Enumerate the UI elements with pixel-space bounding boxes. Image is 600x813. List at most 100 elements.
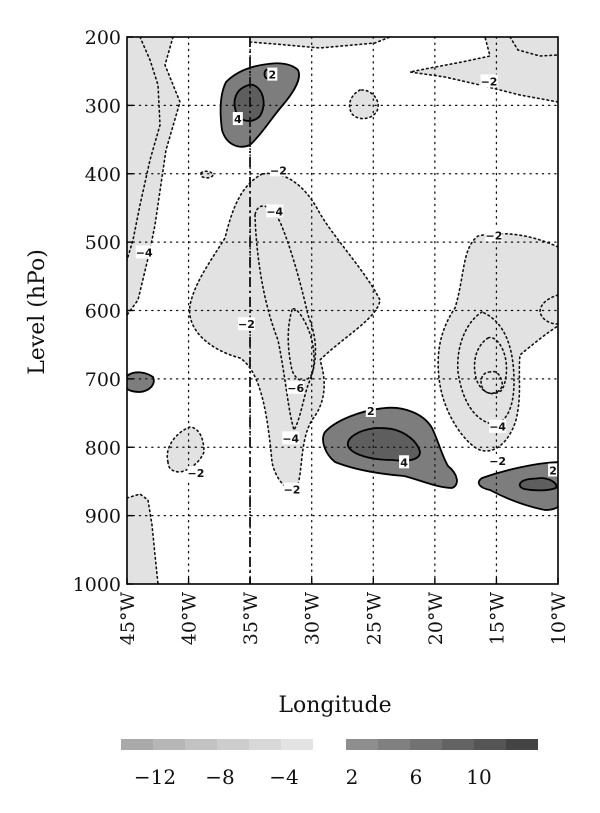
- colorbar-neg-label: −12: [134, 765, 176, 789]
- pos-region-right-core: [519, 478, 557, 491]
- contour-label-bg: [269, 163, 287, 177]
- contour-label: −2: [284, 484, 301, 497]
- pos-contour-lower: [322, 406, 458, 489]
- contour-label-bg: [480, 74, 498, 88]
- contour-label: −4: [136, 246, 153, 259]
- colorbar-pos-swatch: [474, 739, 506, 750]
- neg-contour-top-right: [409, 37, 558, 103]
- neg-region-central-tongue: [189, 173, 380, 490]
- x-axis-title: Longitude: [278, 693, 391, 718]
- contour-labels: 2 4 −2 −2 −4 −4 −2 −2 −6 −4 2 4 −4 −2 −2 −2 2: [135, 67, 559, 497]
- pos-region-lower-core: [347, 428, 420, 461]
- colorbar-pos-swatch: [410, 739, 442, 750]
- neg-contour-left-lower: [166, 426, 205, 473]
- contour-label: −4: [266, 205, 283, 218]
- contour-label-bg: [548, 463, 559, 477]
- neg-contour-right-edge: [539, 294, 558, 325]
- pos-region-left: [127, 372, 154, 392]
- x-tick-label: 10°W: [548, 592, 570, 646]
- neg-region-left-lower: [167, 427, 204, 472]
- x-tick-label: 30°W: [302, 592, 324, 646]
- pos-contour-right-core: [518, 477, 558, 492]
- x-tick-label: 45°W: [117, 592, 139, 646]
- grid-lines: [127, 37, 558, 584]
- colorbar-neg-label: −8: [205, 765, 234, 789]
- colorbar-pos-swatch: [442, 739, 474, 750]
- contour-label: 2: [367, 405, 375, 418]
- y-tick-label: 800: [85, 437, 121, 459]
- neg-region-top-right: [410, 37, 558, 102]
- contour-label-bg: [283, 482, 301, 496]
- neg-contour-right-mid: [456, 311, 515, 425]
- contour-label: 4: [234, 113, 242, 126]
- neg-contour-right-inner: [473, 336, 508, 395]
- contour-label-bg: [187, 466, 205, 480]
- contour-label-bg: [489, 419, 507, 433]
- neg-region-top-center: [250, 37, 390, 48]
- pos-region-right: [478, 462, 558, 510]
- pos-contour-left: [127, 371, 155, 393]
- y-tick-label: 200: [85, 27, 121, 49]
- contour-label-bg: [282, 431, 300, 445]
- colorbar-pos-swatch: [378, 739, 410, 750]
- contour-label: 2: [549, 464, 557, 477]
- neg-region-tiny: [201, 171, 213, 178]
- contour-label-bg: [287, 380, 305, 394]
- contour-label: 4: [400, 456, 408, 469]
- contour-label: −4: [282, 432, 299, 445]
- pos-contour-upper-core: [233, 83, 265, 122]
- colorbar-pos-swatch: [346, 739, 378, 750]
- x-axis: 45°W 40°W 35°W 30°W 25°W 20°W 15°W 10°W: [117, 578, 570, 645]
- contour-label: 2: [268, 69, 276, 82]
- colorbar-pos-label: 2: [346, 765, 359, 789]
- colorbar-pos-label: 6: [410, 765, 423, 789]
- contour-label-bg: [232, 112, 243, 126]
- neg-contour-tiny: [200, 170, 214, 179]
- contour-label: −2: [270, 164, 287, 177]
- neg-contour-small-oval: [348, 89, 379, 120]
- colorbar-neg-swatch: [153, 739, 185, 750]
- contour-label: −6: [287, 382, 304, 395]
- contour-label-bg: [266, 204, 284, 218]
- contour-label: −4: [489, 421, 506, 434]
- colorbar-neg-swatch: [281, 739, 313, 750]
- contour-label: −2: [486, 229, 503, 242]
- pos-contour-lower-core: [346, 427, 421, 462]
- neg-contour-right-outer: [437, 232, 558, 452]
- contour-label-bg: [489, 453, 507, 467]
- y-tick-label: 1000: [73, 574, 121, 596]
- y-tick-label: 500: [85, 232, 121, 254]
- y-tick-label: 300: [85, 95, 121, 117]
- pos-region-upper-core: [234, 84, 264, 121]
- y-tick-label: 900: [85, 506, 121, 528]
- neg-contour-right-core: [480, 370, 504, 395]
- contour-label: −2: [238, 318, 255, 331]
- y-axis-title: Level (hPo): [25, 249, 50, 375]
- y-axis: 200 300 400 500 600 700 800 900 1000: [73, 27, 133, 596]
- contour-label: −2: [481, 75, 498, 88]
- colorbar-neg-label: −4: [269, 765, 298, 789]
- pos-contour-right: [477, 461, 558, 511]
- contour-label-bg: [485, 228, 503, 242]
- plot-area: [127, 37, 558, 584]
- x-tick-label: 40°W: [179, 592, 201, 646]
- contour-label-bg: [365, 404, 376, 418]
- contour-label: −2: [188, 467, 205, 480]
- contour-label-bg: [135, 245, 153, 259]
- neg-contour-left-upper: [127, 37, 181, 316]
- neg-contour-central-inner: [254, 205, 317, 432]
- contour-label-bg: [267, 67, 278, 81]
- x-tick-label: 15°W: [486, 592, 508, 646]
- neg-contour-top-center: [249, 37, 391, 49]
- y-tick-label: 700: [85, 369, 121, 391]
- colorbar-pos-label: 10: [466, 765, 491, 789]
- x-tick-label: 20°W: [425, 592, 447, 646]
- neg-contour-left-inner: [127, 37, 161, 261]
- neg-contour-bottom-left: [127, 493, 159, 584]
- colorbar: −12 −8 −4 2 6 10: [121, 739, 538, 789]
- colorbar-neg-swatch: [249, 739, 281, 750]
- y-tick-label: 600: [85, 301, 121, 323]
- contour-label-bg: [399, 455, 410, 469]
- contour-label-bg: [237, 317, 255, 331]
